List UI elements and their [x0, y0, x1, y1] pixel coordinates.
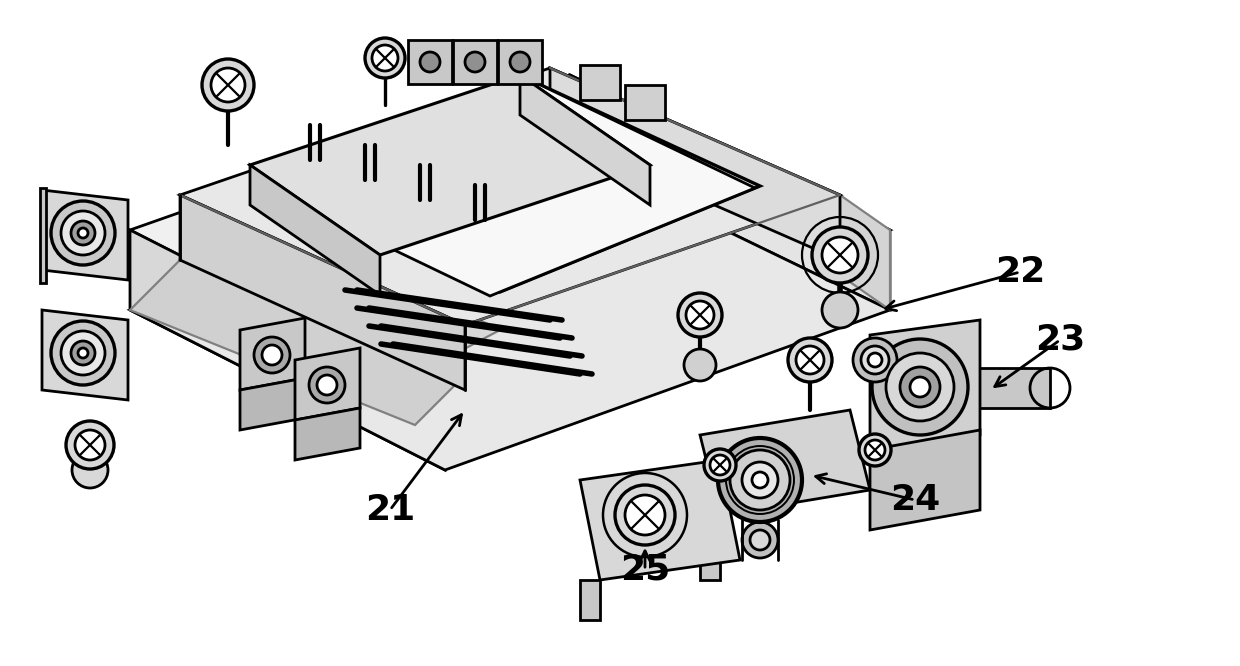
- Polygon shape: [295, 348, 360, 420]
- Polygon shape: [551, 68, 839, 260]
- Bar: [40, 188, 46, 283]
- Polygon shape: [295, 408, 360, 460]
- Circle shape: [859, 434, 892, 466]
- Polygon shape: [839, 195, 890, 310]
- Polygon shape: [870, 320, 980, 450]
- Polygon shape: [241, 378, 305, 430]
- Circle shape: [787, 338, 832, 382]
- Circle shape: [751, 472, 768, 488]
- Circle shape: [615, 485, 675, 545]
- Polygon shape: [241, 318, 305, 390]
- Circle shape: [686, 301, 714, 329]
- Circle shape: [812, 227, 868, 283]
- Polygon shape: [130, 75, 890, 390]
- Polygon shape: [265, 80, 755, 296]
- Polygon shape: [250, 75, 650, 255]
- Circle shape: [372, 45, 398, 71]
- Circle shape: [822, 292, 858, 328]
- Circle shape: [853, 338, 897, 382]
- Polygon shape: [580, 580, 600, 620]
- Circle shape: [711, 455, 730, 475]
- Polygon shape: [130, 155, 890, 470]
- Circle shape: [66, 421, 114, 469]
- Text: 22: 22: [994, 255, 1045, 289]
- Polygon shape: [520, 75, 650, 205]
- Circle shape: [718, 438, 802, 522]
- Polygon shape: [180, 195, 465, 390]
- Polygon shape: [701, 410, 870, 515]
- Polygon shape: [42, 310, 128, 400]
- Circle shape: [262, 345, 281, 365]
- Circle shape: [71, 341, 95, 365]
- Circle shape: [61, 331, 105, 375]
- Circle shape: [684, 349, 715, 381]
- Polygon shape: [130, 230, 445, 470]
- Circle shape: [202, 59, 254, 111]
- Text: 21: 21: [365, 493, 415, 527]
- Circle shape: [861, 346, 889, 374]
- Bar: [498, 40, 542, 84]
- Circle shape: [868, 353, 882, 367]
- Bar: [580, 65, 620, 100]
- Circle shape: [465, 52, 485, 72]
- Circle shape: [796, 346, 825, 374]
- Polygon shape: [180, 215, 500, 375]
- Circle shape: [72, 452, 108, 488]
- Circle shape: [742, 522, 777, 558]
- Bar: [453, 40, 497, 84]
- Circle shape: [887, 353, 954, 421]
- Circle shape: [900, 367, 940, 407]
- Polygon shape: [580, 460, 740, 580]
- Polygon shape: [701, 515, 720, 580]
- Text: 25: 25: [620, 553, 670, 587]
- Circle shape: [51, 321, 115, 385]
- Circle shape: [78, 228, 88, 238]
- Circle shape: [704, 449, 737, 481]
- Polygon shape: [970, 368, 1050, 408]
- Circle shape: [317, 375, 337, 395]
- Text: 24: 24: [890, 483, 940, 517]
- Polygon shape: [270, 80, 760, 292]
- Circle shape: [78, 348, 88, 358]
- Circle shape: [730, 450, 790, 510]
- Bar: [408, 40, 453, 84]
- Circle shape: [866, 440, 885, 460]
- Circle shape: [510, 52, 529, 72]
- Polygon shape: [870, 430, 980, 530]
- Polygon shape: [570, 75, 890, 310]
- Circle shape: [211, 68, 246, 102]
- Polygon shape: [42, 190, 128, 280]
- Circle shape: [61, 211, 105, 255]
- Bar: [625, 85, 665, 120]
- Circle shape: [678, 293, 722, 337]
- Circle shape: [750, 530, 770, 550]
- Circle shape: [51, 201, 115, 265]
- Circle shape: [71, 221, 95, 245]
- Circle shape: [822, 237, 858, 273]
- Polygon shape: [180, 68, 839, 325]
- Polygon shape: [250, 165, 379, 295]
- Circle shape: [74, 430, 105, 460]
- Circle shape: [420, 52, 440, 72]
- Text: 23: 23: [1035, 323, 1085, 357]
- Circle shape: [872, 339, 968, 435]
- Polygon shape: [130, 260, 465, 425]
- Circle shape: [910, 377, 930, 397]
- Circle shape: [625, 495, 665, 535]
- Circle shape: [365, 38, 405, 78]
- Circle shape: [742, 462, 777, 498]
- Circle shape: [254, 337, 290, 373]
- Circle shape: [309, 367, 345, 403]
